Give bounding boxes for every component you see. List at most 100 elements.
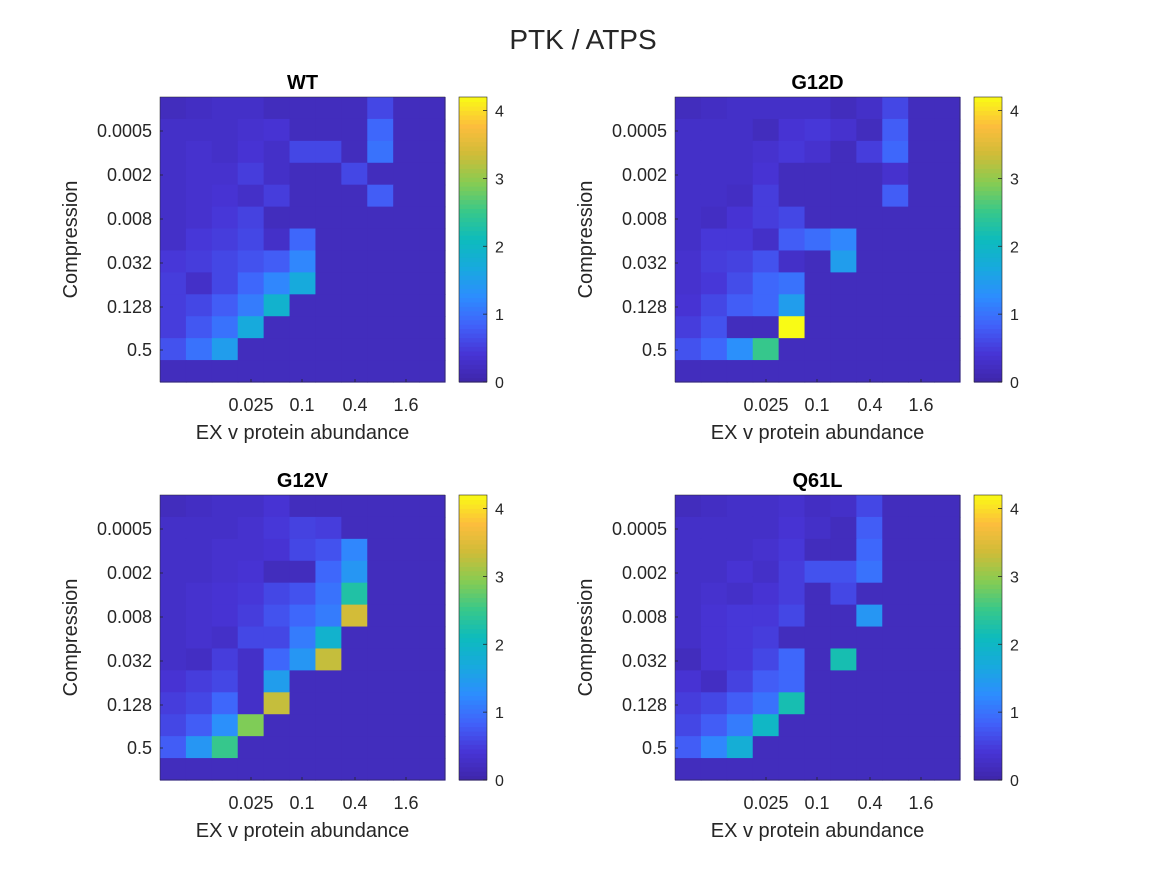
colorbar-segment bbox=[974, 350, 1002, 356]
heatmap-cell bbox=[289, 495, 317, 518]
colorbar-segment bbox=[459, 575, 487, 581]
heatmap-cell bbox=[856, 184, 883, 208]
heatmap-cell bbox=[315, 648, 342, 671]
x-tick-label: 0.025 bbox=[228, 395, 273, 415]
colorbar-segment bbox=[974, 659, 1002, 665]
heatmap-cell bbox=[778, 692, 806, 715]
heatmap-cell bbox=[315, 162, 342, 186]
heatmap-cell bbox=[185, 714, 213, 737]
y-tick-label: 0.0005 bbox=[97, 121, 152, 141]
heatmap-cell bbox=[419, 184, 446, 208]
heatmap-cell bbox=[856, 648, 883, 671]
heatmap-cell bbox=[752, 272, 780, 295]
heatmap-cell bbox=[856, 250, 883, 273]
heatmap-cell bbox=[804, 604, 832, 628]
heatmap-cell bbox=[393, 118, 420, 142]
heatmap-cell bbox=[778, 118, 806, 142]
heatmap-cell bbox=[726, 338, 754, 361]
colorbar-segment bbox=[974, 575, 1002, 581]
heatmap-cell bbox=[675, 360, 702, 383]
colorbar-segment bbox=[459, 624, 487, 630]
heatmap-cell bbox=[185, 604, 213, 628]
colorbar-segment bbox=[974, 695, 1002, 701]
colorbar-segment bbox=[974, 646, 1002, 652]
heatmap-cell bbox=[675, 582, 702, 606]
heatmap-cell bbox=[804, 538, 832, 562]
heatmap-cell bbox=[237, 184, 265, 208]
heatmap-cell bbox=[726, 118, 754, 142]
heatmap-cell bbox=[804, 560, 832, 584]
heatmap-cell bbox=[856, 294, 883, 317]
heatmap-cell bbox=[341, 516, 368, 540]
heatmap-cell bbox=[185, 670, 213, 693]
x-axis-label: EX v protein abundance bbox=[711, 422, 925, 444]
heatmap-cell bbox=[934, 495, 961, 518]
heatmap-cell bbox=[289, 736, 317, 759]
colorbar-tick-label: 3 bbox=[495, 171, 504, 188]
heatmap-cell bbox=[804, 670, 832, 693]
colorbar-segment bbox=[974, 677, 1002, 683]
heatmap-cell bbox=[726, 360, 754, 383]
colorbar-segment bbox=[459, 579, 487, 585]
heatmap-cell bbox=[804, 338, 832, 361]
heatmap-cell bbox=[675, 516, 702, 540]
x-tick-label: 1.6 bbox=[908, 395, 933, 415]
heatmap-cell bbox=[830, 714, 857, 737]
heatmap-cell bbox=[778, 184, 806, 208]
heatmap-cell bbox=[752, 140, 780, 164]
heatmap-cell bbox=[315, 184, 342, 208]
heatmap-cell bbox=[419, 316, 446, 339]
colorbar-segment bbox=[459, 655, 487, 661]
heatmap-cell bbox=[804, 250, 832, 273]
heatmap-cell bbox=[367, 118, 394, 142]
x-tick-label: 1.6 bbox=[393, 793, 418, 813]
heatmap-cell bbox=[160, 338, 187, 361]
heatmap-cell bbox=[263, 250, 291, 273]
heatmap-cell bbox=[315, 118, 342, 142]
heatmap-cell bbox=[675, 272, 702, 295]
colorbar-segment bbox=[974, 570, 1002, 576]
heatmap-cell bbox=[211, 538, 239, 562]
heatmap-cell bbox=[882, 206, 909, 230]
colorbar-segment bbox=[974, 735, 1002, 741]
heatmap-cell bbox=[263, 206, 291, 230]
colorbar-segment bbox=[459, 346, 487, 352]
heatmap-cell bbox=[804, 516, 832, 540]
heatmap-cell bbox=[185, 140, 213, 164]
heatmap-cell bbox=[419, 626, 446, 650]
colorbar-segment bbox=[974, 333, 1002, 339]
x-tick-label: 0.025 bbox=[743, 395, 788, 415]
heatmap-cell bbox=[367, 604, 394, 628]
colorbar-segment bbox=[459, 615, 487, 621]
heatmap-cell bbox=[263, 538, 291, 562]
heatmap-cell bbox=[726, 758, 754, 781]
heatmap-cell bbox=[367, 736, 394, 759]
colorbar-segment bbox=[459, 735, 487, 741]
heatmap-cell bbox=[778, 97, 806, 120]
heatmap-cell bbox=[341, 360, 368, 383]
heatmap-cell bbox=[675, 97, 702, 120]
colorbar-segment bbox=[974, 606, 1002, 612]
heatmap-cell bbox=[160, 670, 187, 693]
x-tick-label: 0.4 bbox=[857, 395, 882, 415]
heatmap-cell bbox=[700, 648, 728, 671]
colorbar-segment bbox=[974, 212, 1002, 218]
colorbar-segment bbox=[974, 624, 1002, 630]
heatmap-cell bbox=[237, 604, 265, 628]
heatmap-cell bbox=[804, 140, 832, 164]
heatmap-cell bbox=[675, 626, 702, 650]
colorbar-segment bbox=[974, 261, 1002, 267]
colorbar-segment bbox=[974, 301, 1002, 307]
heatmap-panel: G12V 0.025 0.1 0.4 1.6 0.0005 0.002 0.008 0.032 0… bbox=[60, 470, 504, 842]
colorbar-segment bbox=[459, 257, 487, 263]
colorbar-segment bbox=[974, 235, 1002, 241]
y-tick-label: 0.128 bbox=[622, 297, 667, 317]
colorbar-segment bbox=[974, 503, 1002, 509]
colorbar-segment bbox=[974, 377, 1002, 383]
heatmap-cell bbox=[160, 582, 187, 606]
heatmap-cell bbox=[419, 692, 446, 715]
heatmap-cell bbox=[700, 184, 728, 208]
heatmap-cell bbox=[830, 626, 857, 650]
heatmap-cell bbox=[367, 538, 394, 562]
heatmap-cell bbox=[393, 758, 420, 781]
